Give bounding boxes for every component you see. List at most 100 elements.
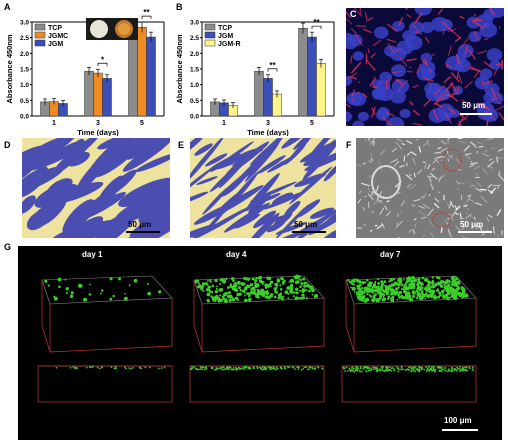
fiber <box>496 156 499 163</box>
cell <box>323 229 336 238</box>
legend-swatch <box>34 31 46 39</box>
side-cell-signal <box>350 367 353 369</box>
cell-signal <box>146 283 149 286</box>
actin-filament <box>427 80 432 85</box>
cell-signal <box>235 297 238 300</box>
cell <box>271 192 294 205</box>
side-cell-signal <box>228 367 231 369</box>
actin-filament <box>372 39 382 47</box>
cell-signal <box>398 296 402 299</box>
cell <box>202 186 230 215</box>
nucleus <box>357 111 369 122</box>
cell-signal <box>401 295 405 300</box>
side-cell-signal <box>249 368 252 370</box>
cell-signal <box>365 289 370 293</box>
actin-filament <box>346 11 352 19</box>
side-cell-signal <box>240 368 242 370</box>
side-cell-signal <box>462 369 464 371</box>
fiber <box>447 158 450 162</box>
side-cell-signal <box>316 366 319 368</box>
cell-signal <box>411 294 415 298</box>
cell-signal <box>394 292 398 296</box>
cell-signal <box>264 286 268 289</box>
actin-filament <box>355 25 366 27</box>
cell-signal <box>380 280 384 284</box>
y-axis-label: Absorbance 450nm <box>5 34 14 104</box>
side-cell-signal <box>444 367 446 369</box>
side-cell-signal <box>267 366 270 368</box>
cell-signal <box>381 288 385 292</box>
fiber <box>454 205 461 212</box>
fiber <box>356 163 362 167</box>
side-cell-signal <box>85 366 88 369</box>
cell <box>22 171 46 199</box>
fiber <box>448 213 453 216</box>
fiber <box>420 195 425 199</box>
side-cell-signal <box>160 367 163 369</box>
cell-signal <box>58 285 61 289</box>
side-cell-signal <box>410 368 413 370</box>
cell-signal <box>44 279 48 283</box>
cell-signal <box>147 291 151 296</box>
fiber <box>428 193 431 197</box>
cell-signal <box>399 282 402 285</box>
fiber <box>474 188 480 190</box>
highlight-circle-bottom <box>432 212 452 228</box>
actin-filament <box>451 92 459 96</box>
cell-signal <box>376 285 380 290</box>
fiber <box>428 176 432 183</box>
cell-signal <box>53 296 58 301</box>
side-cell-signal <box>375 368 377 370</box>
cell-signal <box>439 280 444 284</box>
fiber <box>375 185 379 192</box>
scale-bar-c <box>460 113 492 115</box>
cell-signal <box>368 294 371 296</box>
side-cell-signal <box>430 367 432 370</box>
actin-filament <box>412 84 420 89</box>
actin-filament <box>456 71 460 80</box>
cell-signal <box>209 280 212 283</box>
scale-bar-g <box>442 429 478 431</box>
actin-filament <box>483 37 489 41</box>
cell-signal <box>455 290 458 293</box>
cell-signal <box>297 277 300 280</box>
side-cell-signal <box>380 366 383 368</box>
side-cell-signal <box>431 366 433 368</box>
cell-signal <box>295 274 299 279</box>
fiber <box>468 198 475 203</box>
cell-signal <box>425 286 428 289</box>
cell-signal <box>352 278 356 282</box>
cell-signal <box>295 280 299 284</box>
side-cell-signal <box>357 367 359 370</box>
actin-filament <box>434 102 443 108</box>
x-axis-label: Time (days) <box>247 128 289 136</box>
cell-signal <box>298 296 301 300</box>
cell-signal <box>214 290 219 294</box>
fiber <box>391 147 398 153</box>
cell-signal <box>281 280 285 284</box>
y-tick-label: 2.0 <box>190 51 199 58</box>
legend-swatch <box>204 31 216 39</box>
side-cell-signal <box>434 368 437 370</box>
side-cell-signal <box>311 366 313 369</box>
cell-signal <box>391 283 394 286</box>
cell <box>265 225 320 238</box>
cell-signal <box>195 279 200 283</box>
fiber <box>487 183 493 189</box>
cell-signal <box>65 292 68 295</box>
cell <box>288 166 333 205</box>
fiber <box>490 187 496 195</box>
fluorescence-image: C 50 μm <box>346 8 504 126</box>
cell-signal <box>300 296 304 300</box>
side-cell-signal <box>374 367 377 369</box>
nucleus <box>352 51 364 61</box>
side-cell-signal <box>459 368 462 370</box>
side-cell-signal <box>90 366 92 369</box>
cell-signal <box>237 299 239 302</box>
cell-signal <box>206 280 209 282</box>
side-cell-signal <box>191 367 194 370</box>
cell-signal <box>133 278 138 283</box>
nucleus <box>399 108 411 119</box>
bar-chart-b: 0.0 0.5 1.0 1.5 2.0 2.5 3.0 Absorbance 450nm Tim… <box>175 18 335 136</box>
fiber <box>412 157 416 165</box>
